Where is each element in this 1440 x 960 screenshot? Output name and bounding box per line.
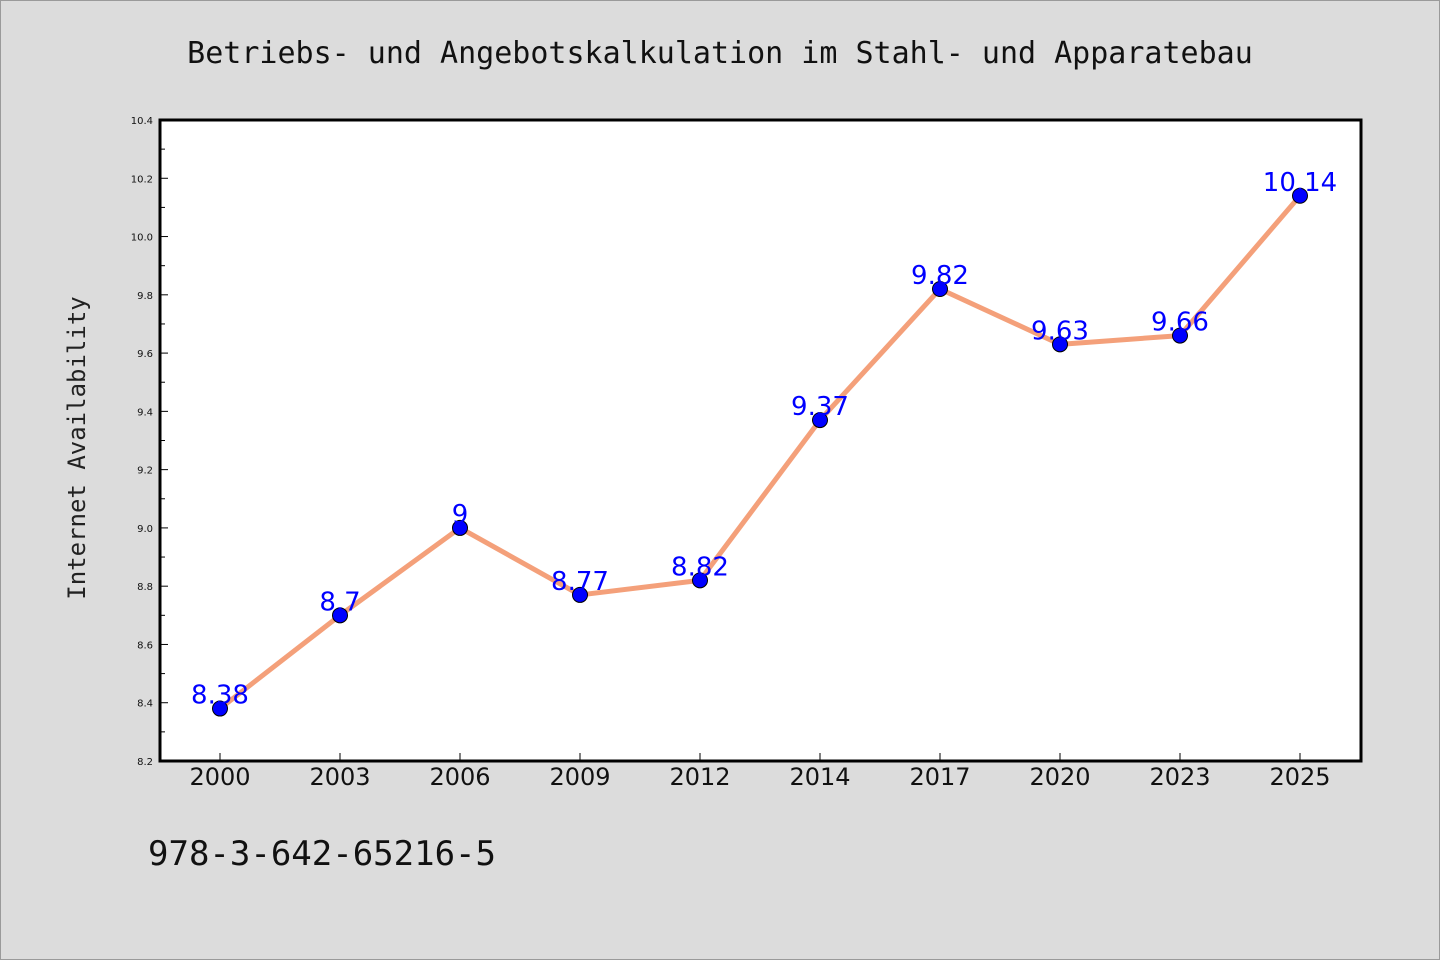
- chart-title: Betriebs- und Angebotskalkulation im Sta…: [187, 36, 1253, 71]
- x-tick-label: 2020: [1029, 763, 1090, 791]
- y-tick-label: 10.0: [131, 233, 153, 244]
- y-tick-label: 10.2: [131, 174, 153, 185]
- x-axis: 2000 2003 2006 2009 2012 2014 2017 2020 2023 2025: [189, 753, 1331, 791]
- data-point-marker: [812, 412, 828, 429]
- data-label: 8.7: [319, 587, 360, 617]
- data-point-marker: [1172, 327, 1188, 344]
- isbn-footer: 978-3-642-65216-5: [148, 834, 496, 874]
- y-axis: 8.2 8.4 8.6 8.8 9.0 9.2 9.4 9.6 9.8 10.0 10.2 10.4: [131, 116, 168, 768]
- data-point-marker: [932, 280, 948, 297]
- y-tick-label: 10.4: [131, 116, 153, 127]
- x-tick-label: 2000: [189, 763, 250, 791]
- data-label: 9.66: [1151, 308, 1209, 338]
- data-label: 9.37: [791, 392, 849, 422]
- data-label: 8.82: [671, 552, 729, 582]
- data-point-marker: [692, 572, 708, 589]
- x-tick-label: 2014: [789, 763, 850, 791]
- x-tick-label: 2006: [429, 763, 490, 791]
- data-label-group: 8.38 8.7 9 8.77 8.82 9.37 9.82 9.63 9.66 10.14: [191, 168, 1337, 711]
- data-point-marker: [1052, 336, 1068, 353]
- y-axis-label: Internet Availability: [63, 296, 91, 599]
- series-line: [217, 193, 1303, 712]
- y-tick-label: 9.0: [137, 524, 153, 535]
- data-label: 9: [452, 500, 469, 530]
- data-label: 10.14: [1263, 168, 1337, 198]
- x-tick-label: 2023: [1149, 763, 1210, 791]
- y-tick-label: 9.8: [137, 291, 153, 302]
- x-tick-label: 2009: [549, 763, 610, 791]
- series-line-group: [212, 187, 1308, 717]
- data-point-marker: [452, 519, 468, 536]
- data-point-marker: [1292, 187, 1308, 204]
- y-tick-label: 9.6: [137, 349, 153, 360]
- data-point-marker: [332, 607, 348, 624]
- data-label: 8.77: [551, 567, 609, 597]
- y-tick-label: 8.6: [137, 640, 153, 651]
- y-tick-label: 8.2: [137, 757, 153, 768]
- data-label: 9.82: [911, 261, 969, 291]
- data-point-marker: [212, 700, 228, 717]
- plot-area: [160, 120, 1361, 761]
- y-tick-label: 8.8: [137, 582, 153, 593]
- x-tick-label: 2012: [669, 763, 730, 791]
- x-tick-label: 2003: [309, 763, 370, 791]
- data-label: 8.38: [191, 681, 249, 711]
- x-tick-label: 2017: [909, 763, 970, 791]
- plot-border: [158, 118, 1363, 763]
- data-label: 9.63: [1031, 316, 1089, 346]
- y-tick-label: 8.4: [137, 699, 153, 710]
- y-tick-label: 9.4: [137, 407, 153, 418]
- x-tick-label: 2025: [1269, 763, 1330, 791]
- y-tick-label: 9.2: [137, 466, 153, 477]
- data-point-marker: [572, 586, 588, 603]
